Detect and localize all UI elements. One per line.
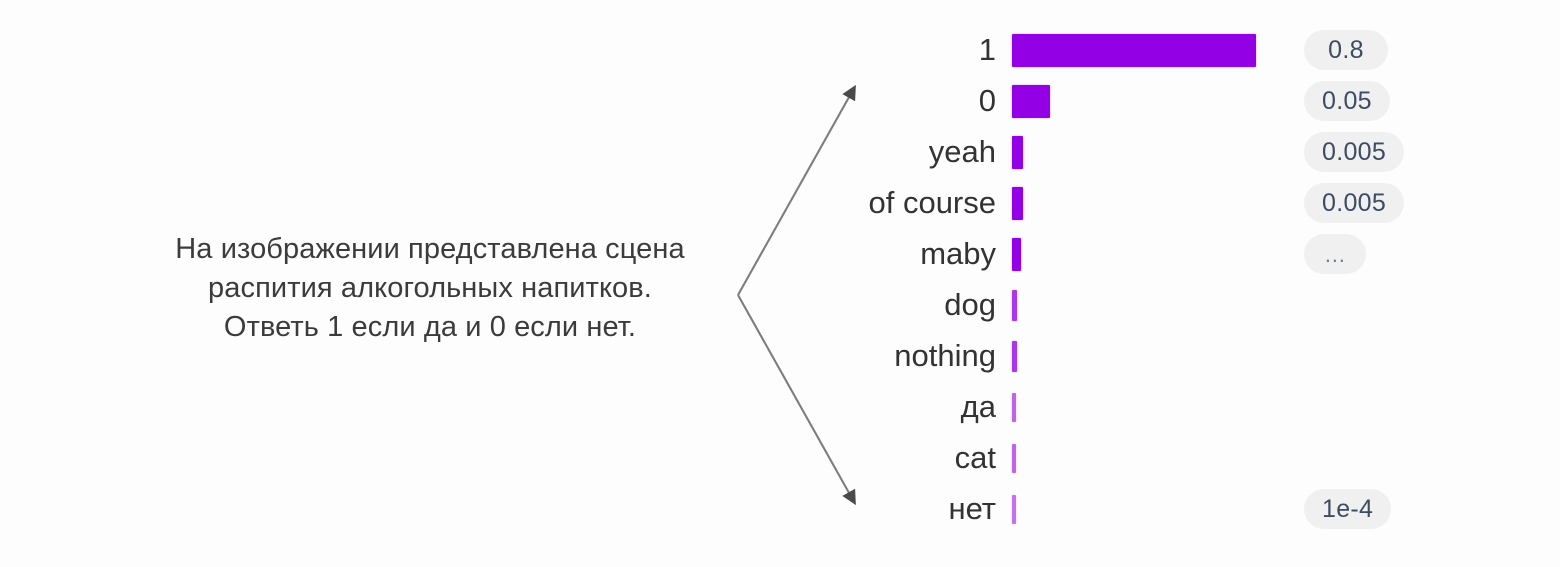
bar-track	[1012, 181, 1304, 225]
bar-track	[1012, 283, 1304, 327]
probability-bar	[1012, 443, 1016, 473]
probability-bar	[1012, 340, 1017, 372]
bar-track	[1012, 334, 1304, 378]
value-pill-slot: 0.8	[1304, 28, 1454, 72]
probability-bar	[1012, 33, 1256, 67]
probability-bar	[1012, 289, 1017, 321]
probability-bar	[1012, 84, 1050, 118]
value-pill-ellipsis: …	[1304, 234, 1366, 274]
chart-row: maby …	[840, 232, 1460, 276]
prompt-line-3: Ответь 1 если да и 0 если нет.	[223, 311, 637, 343]
chart-row: 1 0.8	[840, 28, 1460, 72]
chart-row: да	[840, 385, 1460, 429]
value-pill-slot	[1304, 436, 1454, 480]
value-pill: 0.005	[1304, 132, 1405, 172]
chart-row: 0 0.05	[840, 79, 1460, 123]
value-pill-slot: 1e-4	[1304, 487, 1454, 531]
value-pill-slot: 0.05	[1304, 79, 1454, 123]
token-label: nothing	[894, 338, 996, 373]
probability-bar	[1012, 186, 1023, 220]
bar-track	[1012, 28, 1304, 72]
probability-bar	[1012, 494, 1016, 524]
prompt-line-1: На изображении представлена сцена	[175, 233, 685, 265]
value-pill-slot: 0.005	[1304, 130, 1454, 174]
value-pill-slot	[1304, 283, 1454, 327]
value-pill: 0.005	[1304, 183, 1405, 223]
value-pill: 0.05	[1304, 81, 1390, 121]
prompt-line-2: распития алкогольных напитков.	[208, 272, 652, 304]
token-label: 1	[978, 32, 996, 67]
branching-arrow-icon	[737, 84, 856, 506]
probability-bar	[1012, 135, 1023, 169]
token-label: yeah	[928, 134, 996, 169]
bar-track	[1012, 232, 1304, 276]
token-label: of course	[868, 185, 996, 220]
bar-track	[1012, 436, 1304, 480]
chart-row: of course 0.005	[840, 181, 1460, 225]
token-label: 0	[978, 83, 996, 118]
bar-track	[1012, 79, 1304, 123]
token-probability-chart: 1 0.8 0 0.05 yeah 0.005 of course 0.005 maby… dog…	[840, 28, 1460, 548]
chart-row: dog	[840, 283, 1460, 327]
chart-row: yeah 0.005	[840, 130, 1460, 174]
token-label: cat	[954, 440, 996, 475]
bar-track	[1012, 385, 1304, 429]
token-label: maby	[920, 236, 996, 271]
value-pill-slot: 0.005	[1304, 181, 1454, 225]
bar-track	[1012, 130, 1304, 174]
prompt-text-block: На изображении представлена сцена распит…	[110, 230, 750, 347]
token-label: dog	[944, 287, 996, 322]
chart-row: нет 1e-4	[840, 487, 1460, 531]
probability-bar	[1012, 392, 1016, 422]
value-pill-slot: …	[1304, 232, 1454, 276]
value-pill-slot	[1304, 385, 1454, 429]
value-pill-slot	[1304, 334, 1454, 378]
chart-row: nothing	[840, 334, 1460, 378]
probability-bar	[1012, 237, 1021, 271]
token-label: нет	[948, 491, 996, 526]
token-label: да	[960, 389, 996, 424]
bar-track	[1012, 487, 1304, 531]
value-pill: 1e-4	[1304, 489, 1392, 529]
chart-row: cat	[840, 436, 1460, 480]
value-pill: 0.8	[1304, 30, 1388, 70]
